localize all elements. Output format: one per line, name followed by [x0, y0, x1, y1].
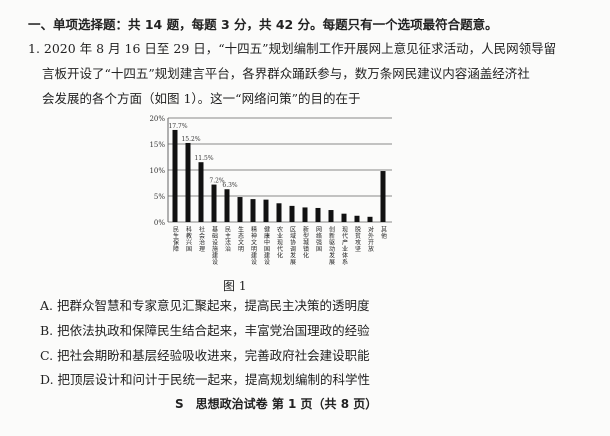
x-tick-label: 民生保障 [172, 226, 179, 253]
x-tick-label: 精神文明建设 [250, 225, 257, 266]
x-tick-label: 脱贫攻坚 [354, 225, 361, 252]
option-a[interactable]: A. 把群众智慧和专家意见汇聚起来，提高民主决策的透明度 [40, 298, 370, 313]
y-tick-label: 10% [149, 167, 165, 175]
bar [289, 205, 295, 222]
bar [380, 171, 386, 222]
x-tick-label: 科教兴国 [185, 225, 192, 253]
option-d[interactable]: D. 把顶层设计和问计于民统一起来，提高规划编制的科学性 [40, 372, 371, 387]
x-tick-label: 对外开放 [367, 225, 374, 253]
x-tick-label: 创新驱动发展 [328, 225, 335, 266]
x-tick-label: 区域协调发展 [289, 226, 296, 266]
x-tick-label: 社会治理 [198, 225, 205, 252]
x-tick-label: 新型城镇化 [302, 225, 309, 259]
x-tick-label: 其他 [380, 225, 387, 240]
question-line-1: 1. 2020 年 8 月 16 日至 29 日，“十四五”规划编制工作开展网上… [28, 41, 557, 56]
x-tick-label: 健康中国建设 [263, 225, 270, 266]
bar [224, 189, 230, 222]
data-label: 15.2% [181, 136, 200, 143]
data-label: 11.5% [194, 155, 213, 162]
bar [341, 213, 347, 222]
x-tick-label: 农业现代化 [276, 225, 283, 259]
bar [315, 207, 321, 222]
y-tick-label: 5% [154, 193, 165, 201]
x-tick-label: 基础设施建设 [211, 225, 218, 266]
bar [367, 216, 373, 222]
data-label: 6.3% [222, 182, 238, 189]
x-tick-label: 网络强国 [315, 226, 322, 253]
bar [263, 199, 269, 222]
data-label: 17.7% [168, 123, 187, 130]
question-line-3: 会发展的各个方面（如图 1）。这一“网络问策”的目的在于 [42, 91, 361, 106]
x-tick-label: 民主法治 [224, 226, 231, 253]
bar [211, 184, 217, 222]
bar [302, 207, 308, 222]
bar [354, 215, 360, 222]
bar-chart: 0% 5% 10% 15% 20%17.7% 民生保障 15.2% 科教兴国 11.5% 社会治理… [149, 115, 392, 266]
bar [198, 162, 204, 222]
x-tick-label: 生态文明 [237, 225, 244, 253]
page-footer: S 思想政治试卷 第 1 页（共 8 页） [175, 397, 378, 411]
section-header: 一、单项选择题：共 14 题，每题 3 分，共 42 分。每题只有一个选项最符合… [28, 17, 498, 32]
x-tick-label: 现代产业体系 [341, 226, 348, 265]
bar [185, 142, 191, 222]
bar [250, 199, 256, 222]
question-line-2: 言板开设了“十四五”规划建言平台，各界群众踊跃参与，数万条网民建议内容涵盖经济社 [42, 66, 530, 81]
figure-caption: 图 1 [223, 279, 247, 293]
bar [237, 197, 243, 222]
y-tick-label: 0% [154, 219, 165, 227]
option-c[interactable]: C. 把社会期盼和基层经验吸收进来，完善政府社会建设职能 [40, 348, 370, 363]
bar [276, 203, 282, 222]
bar [328, 210, 334, 222]
data-label: 7.2% [209, 178, 225, 185]
option-b[interactable]: B. 把依法执政和保障民生结合起来，丰富党治国理政的经验 [40, 323, 370, 338]
y-tick-label: 15% [149, 141, 165, 149]
y-tick-label: 20% [149, 115, 165, 123]
bar [172, 129, 178, 222]
